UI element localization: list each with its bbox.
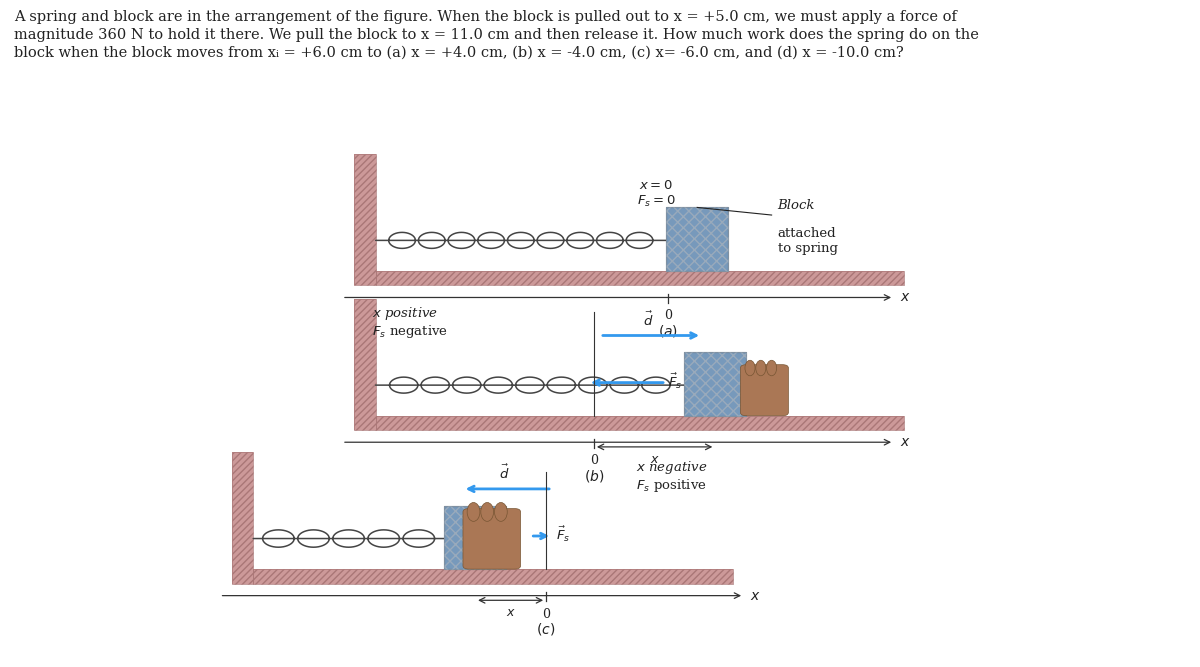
Bar bbox=[376, 416, 904, 430]
Bar bbox=[354, 299, 376, 430]
Text: $x$: $x$ bbox=[900, 291, 911, 304]
Text: 0: 0 bbox=[665, 309, 672, 322]
Bar bbox=[376, 271, 904, 285]
Text: $F_s = 0$: $F_s = 0$ bbox=[637, 193, 676, 209]
Bar bbox=[253, 569, 733, 584]
Text: $F_s$ negative: $F_s$ negative bbox=[372, 323, 448, 340]
Ellipse shape bbox=[756, 360, 766, 376]
Ellipse shape bbox=[481, 502, 493, 522]
Text: $(b)$: $(b)$ bbox=[583, 468, 605, 484]
FancyBboxPatch shape bbox=[463, 508, 521, 569]
Ellipse shape bbox=[767, 360, 776, 376]
Text: $x$: $x$ bbox=[505, 606, 516, 619]
Text: to spring: to spring bbox=[778, 241, 838, 255]
Text: $x$ negative: $x$ negative bbox=[636, 459, 708, 476]
Text: $(a)$: $(a)$ bbox=[659, 323, 678, 339]
Text: $x$: $x$ bbox=[649, 453, 660, 466]
Bar bbox=[684, 352, 746, 416]
Bar bbox=[376, 271, 904, 285]
Text: magnitude 360 N to hold it there. We pull the block to x = 11.0 cm and then rele: magnitude 360 N to hold it there. We pul… bbox=[14, 28, 979, 42]
Text: Block: Block bbox=[778, 199, 815, 211]
Text: A spring and block are in the arrangement of the figure. When the block is pulle: A spring and block are in the arrangemen… bbox=[14, 10, 958, 24]
Text: $\vec{d}$: $\vec{d}$ bbox=[643, 310, 653, 329]
Text: block when the block moves from xᵢ = +6.0 cm to (a) x = +4.0 cm, (b) x = -4.0 cm: block when the block moves from xᵢ = +6.… bbox=[14, 46, 904, 60]
Ellipse shape bbox=[494, 502, 508, 522]
Text: 0: 0 bbox=[542, 608, 550, 620]
Bar bbox=[376, 416, 904, 430]
Bar bbox=[354, 299, 376, 430]
Text: attached: attached bbox=[778, 227, 836, 240]
Text: $x$: $x$ bbox=[900, 436, 911, 449]
Bar bbox=[684, 352, 746, 416]
Bar bbox=[444, 506, 506, 569]
Text: $\vec{d}$: $\vec{d}$ bbox=[499, 464, 510, 482]
Text: $F_s$ positive: $F_s$ positive bbox=[636, 477, 707, 494]
Text: $(c)$: $(c)$ bbox=[536, 621, 556, 637]
Bar bbox=[666, 207, 728, 271]
FancyBboxPatch shape bbox=[740, 365, 788, 416]
Bar bbox=[666, 207, 728, 271]
Ellipse shape bbox=[745, 360, 755, 376]
Bar bbox=[354, 154, 376, 285]
Text: $x$: $x$ bbox=[750, 589, 761, 602]
Text: 0: 0 bbox=[590, 454, 598, 467]
Bar bbox=[232, 452, 253, 584]
Text: $\vec{F}_s$: $\vec{F}_s$ bbox=[556, 525, 570, 544]
Bar bbox=[354, 154, 376, 285]
Text: $x = 0$: $x = 0$ bbox=[640, 179, 673, 192]
Text: $\vec{F}_s$: $\vec{F}_s$ bbox=[668, 372, 683, 391]
Bar bbox=[253, 569, 733, 584]
Text: $x$ positive: $x$ positive bbox=[372, 305, 438, 322]
Ellipse shape bbox=[467, 502, 480, 522]
Bar bbox=[444, 506, 506, 569]
Bar bbox=[232, 452, 253, 584]
